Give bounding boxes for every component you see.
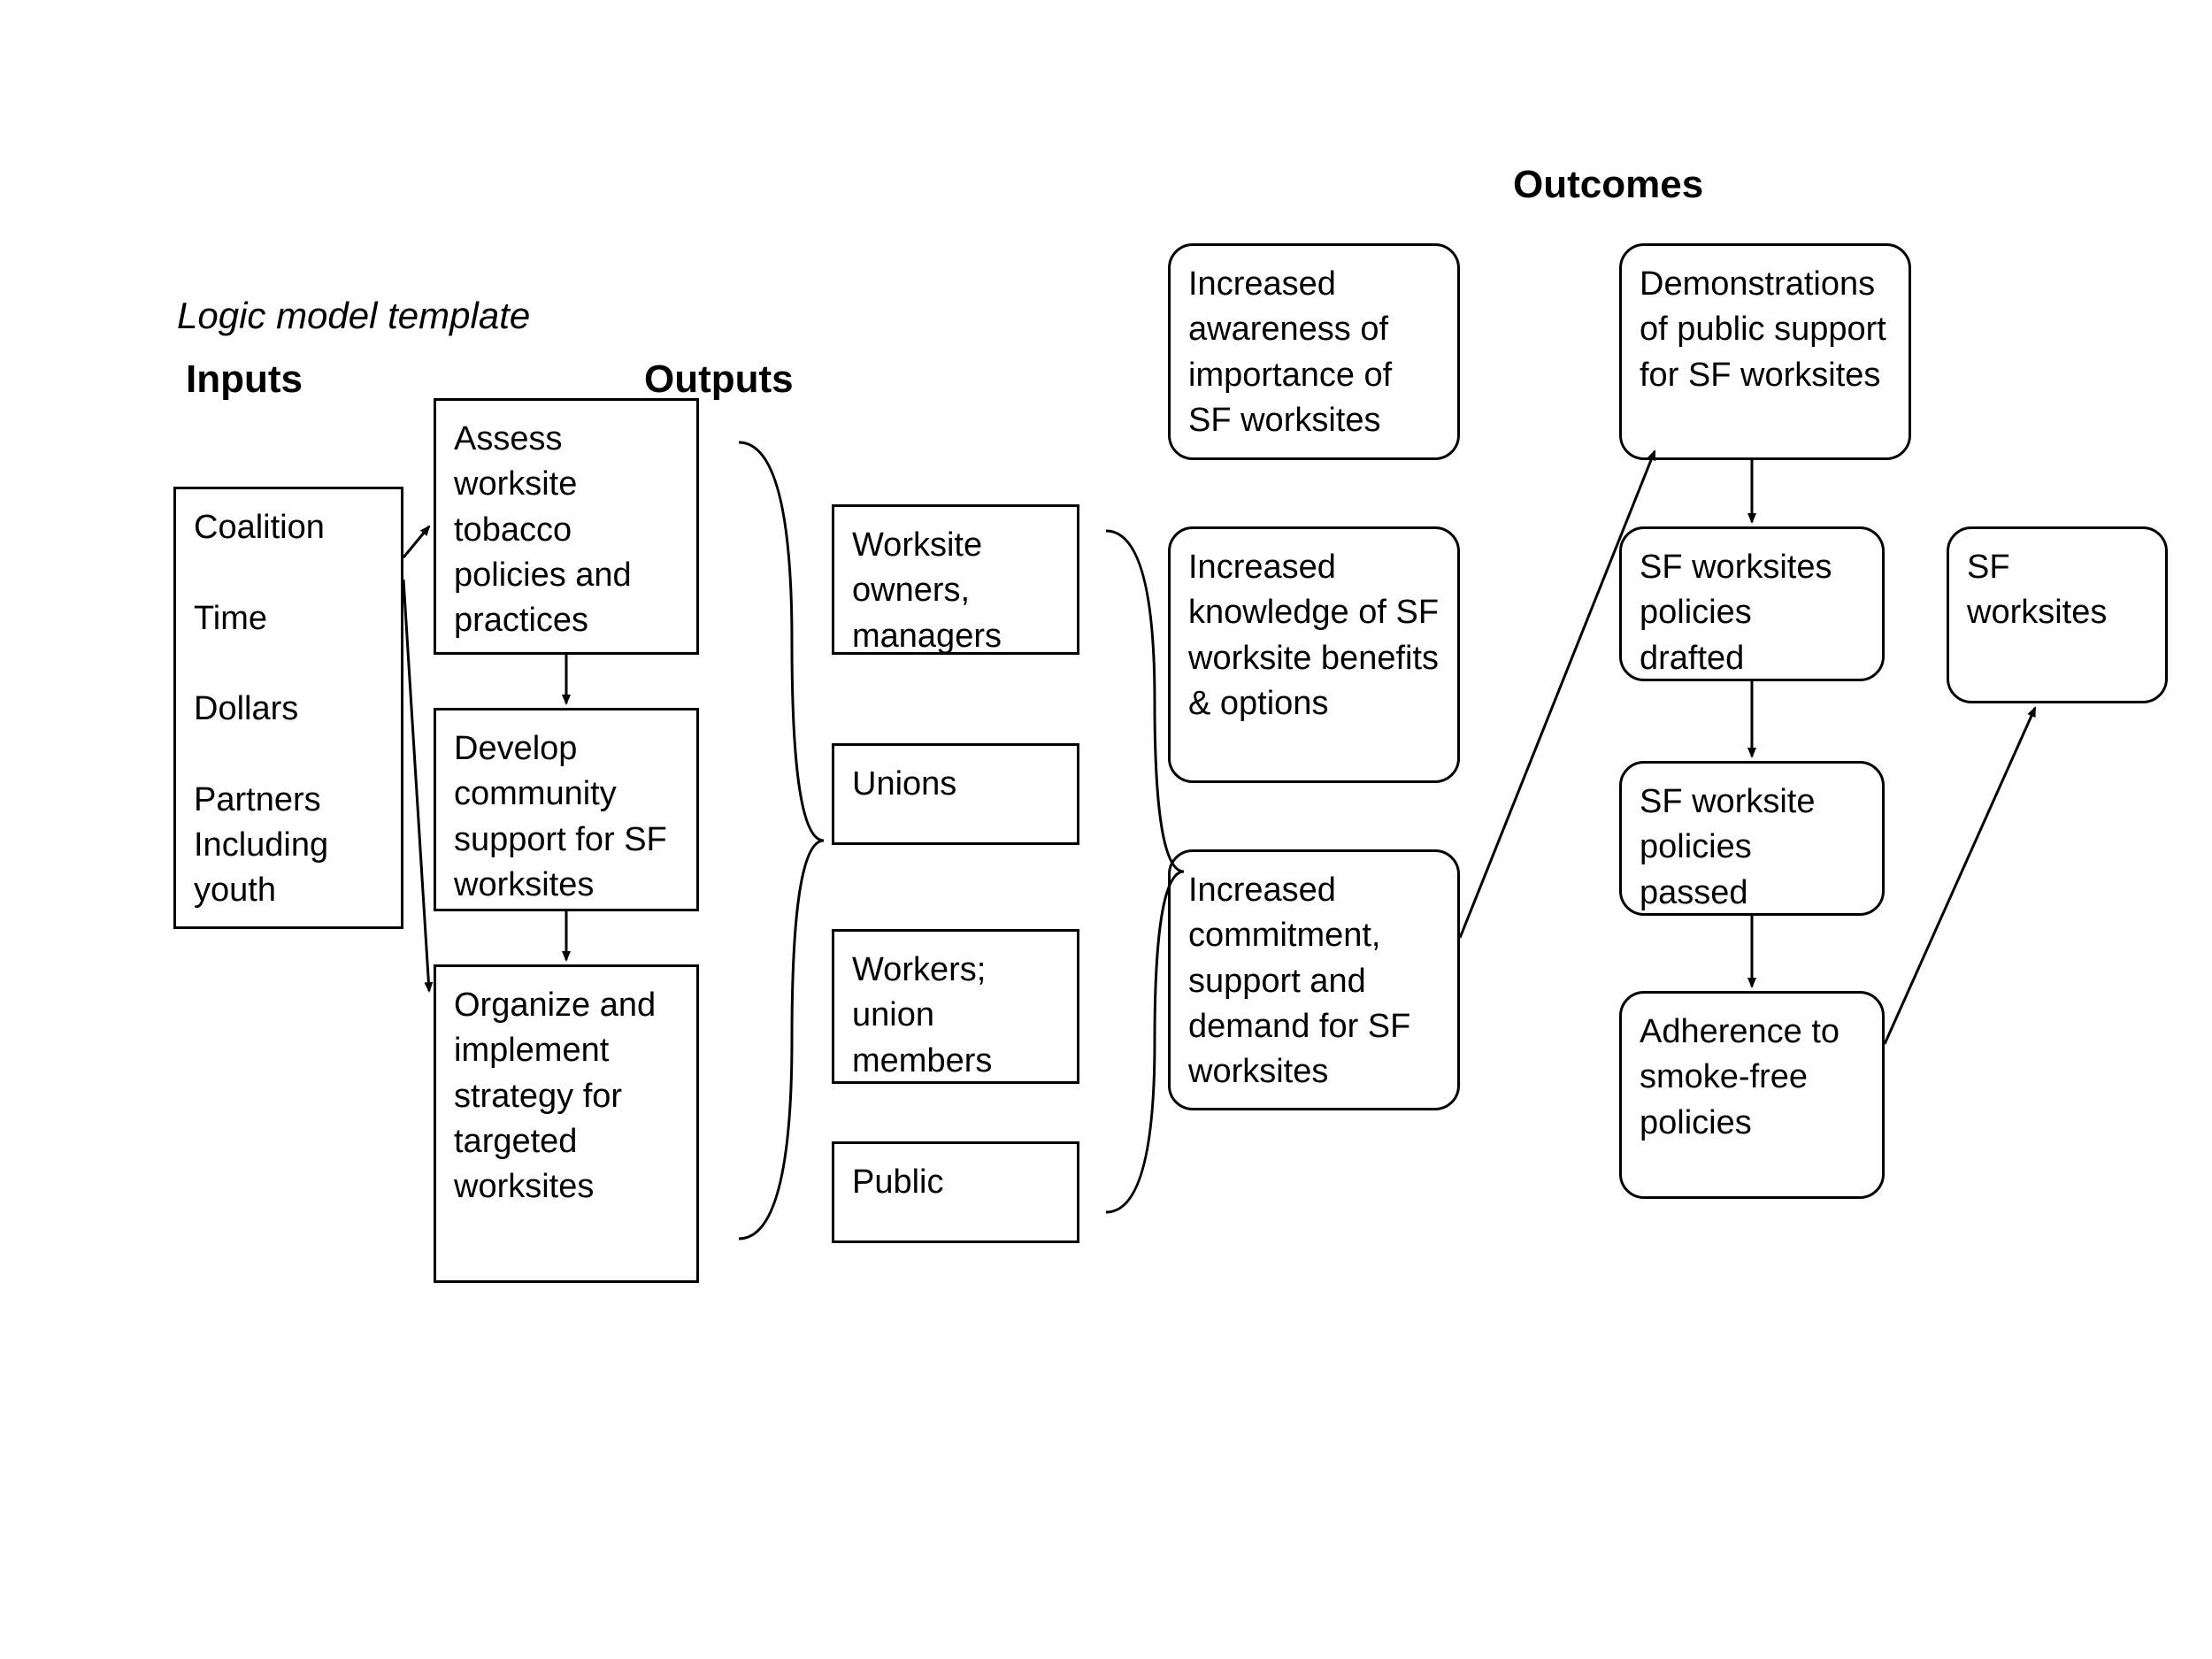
logic-model-diagram: Logic model template Inputs Outputs Outc… <box>0 0 2212 1659</box>
node-drafted: SF worksites policies drafted <box>1619 526 1885 681</box>
node-commitment: Increased commitment, support and demand… <box>1168 849 1460 1110</box>
node-develop: Develop community support for SF worksit… <box>434 708 699 911</box>
node-knowledge: Increased knowledge of SF worksite benef… <box>1168 526 1460 783</box>
node-owners: Worksite owners, managers <box>832 504 1079 655</box>
node-sf-worksites: SF worksites <box>1947 526 2168 703</box>
heading-outputs: Outputs <box>644 354 794 404</box>
node-adherence: Adherence to smoke-free policies <box>1619 991 1885 1199</box>
node-unions: Unions <box>832 743 1079 845</box>
node-public: Public <box>832 1141 1079 1243</box>
node-organize: Organize and implement strategy for targ… <box>434 964 699 1283</box>
node-demonstrations: Demonstrations of public support for SF … <box>1619 243 1911 460</box>
node-assess: Assess worksite tobacco policies and pra… <box>434 398 699 655</box>
node-workers: Workers; union members <box>832 929 1079 1084</box>
node-passed: SF worksite policies passed <box>1619 761 1885 916</box>
heading-outcomes: Outcomes <box>1513 159 1703 210</box>
diagram-title: Logic model template <box>177 292 530 341</box>
node-awareness: Increased awareness of importance of SF … <box>1168 243 1460 460</box>
node-inputs: Coalition Time Dollars Partners Includin… <box>173 487 403 929</box>
heading-inputs: Inputs <box>186 354 303 404</box>
